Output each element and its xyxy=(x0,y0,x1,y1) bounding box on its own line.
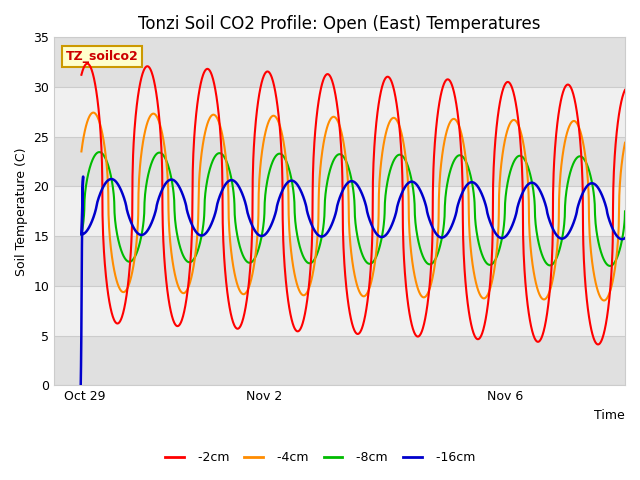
Bar xyxy=(54,187,625,236)
Bar xyxy=(54,137,625,187)
Y-axis label: Soil Temperature (C): Soil Temperature (C) xyxy=(15,147,28,276)
Bar xyxy=(54,87,625,137)
Title: Tonzi Soil CO2 Profile: Open (East) Temperatures: Tonzi Soil CO2 Profile: Open (East) Temp… xyxy=(138,15,541,33)
Bar xyxy=(54,37,625,87)
Bar xyxy=(54,286,625,336)
Bar xyxy=(54,236,625,286)
Legend:  -2cm,  -4cm,  -8cm,  -16cm: -2cm, -4cm, -8cm, -16cm xyxy=(160,446,480,469)
Bar xyxy=(54,0,625,37)
X-axis label: Time: Time xyxy=(595,409,625,422)
Text: TZ_soilco2: TZ_soilco2 xyxy=(66,50,138,63)
Bar xyxy=(54,336,625,385)
